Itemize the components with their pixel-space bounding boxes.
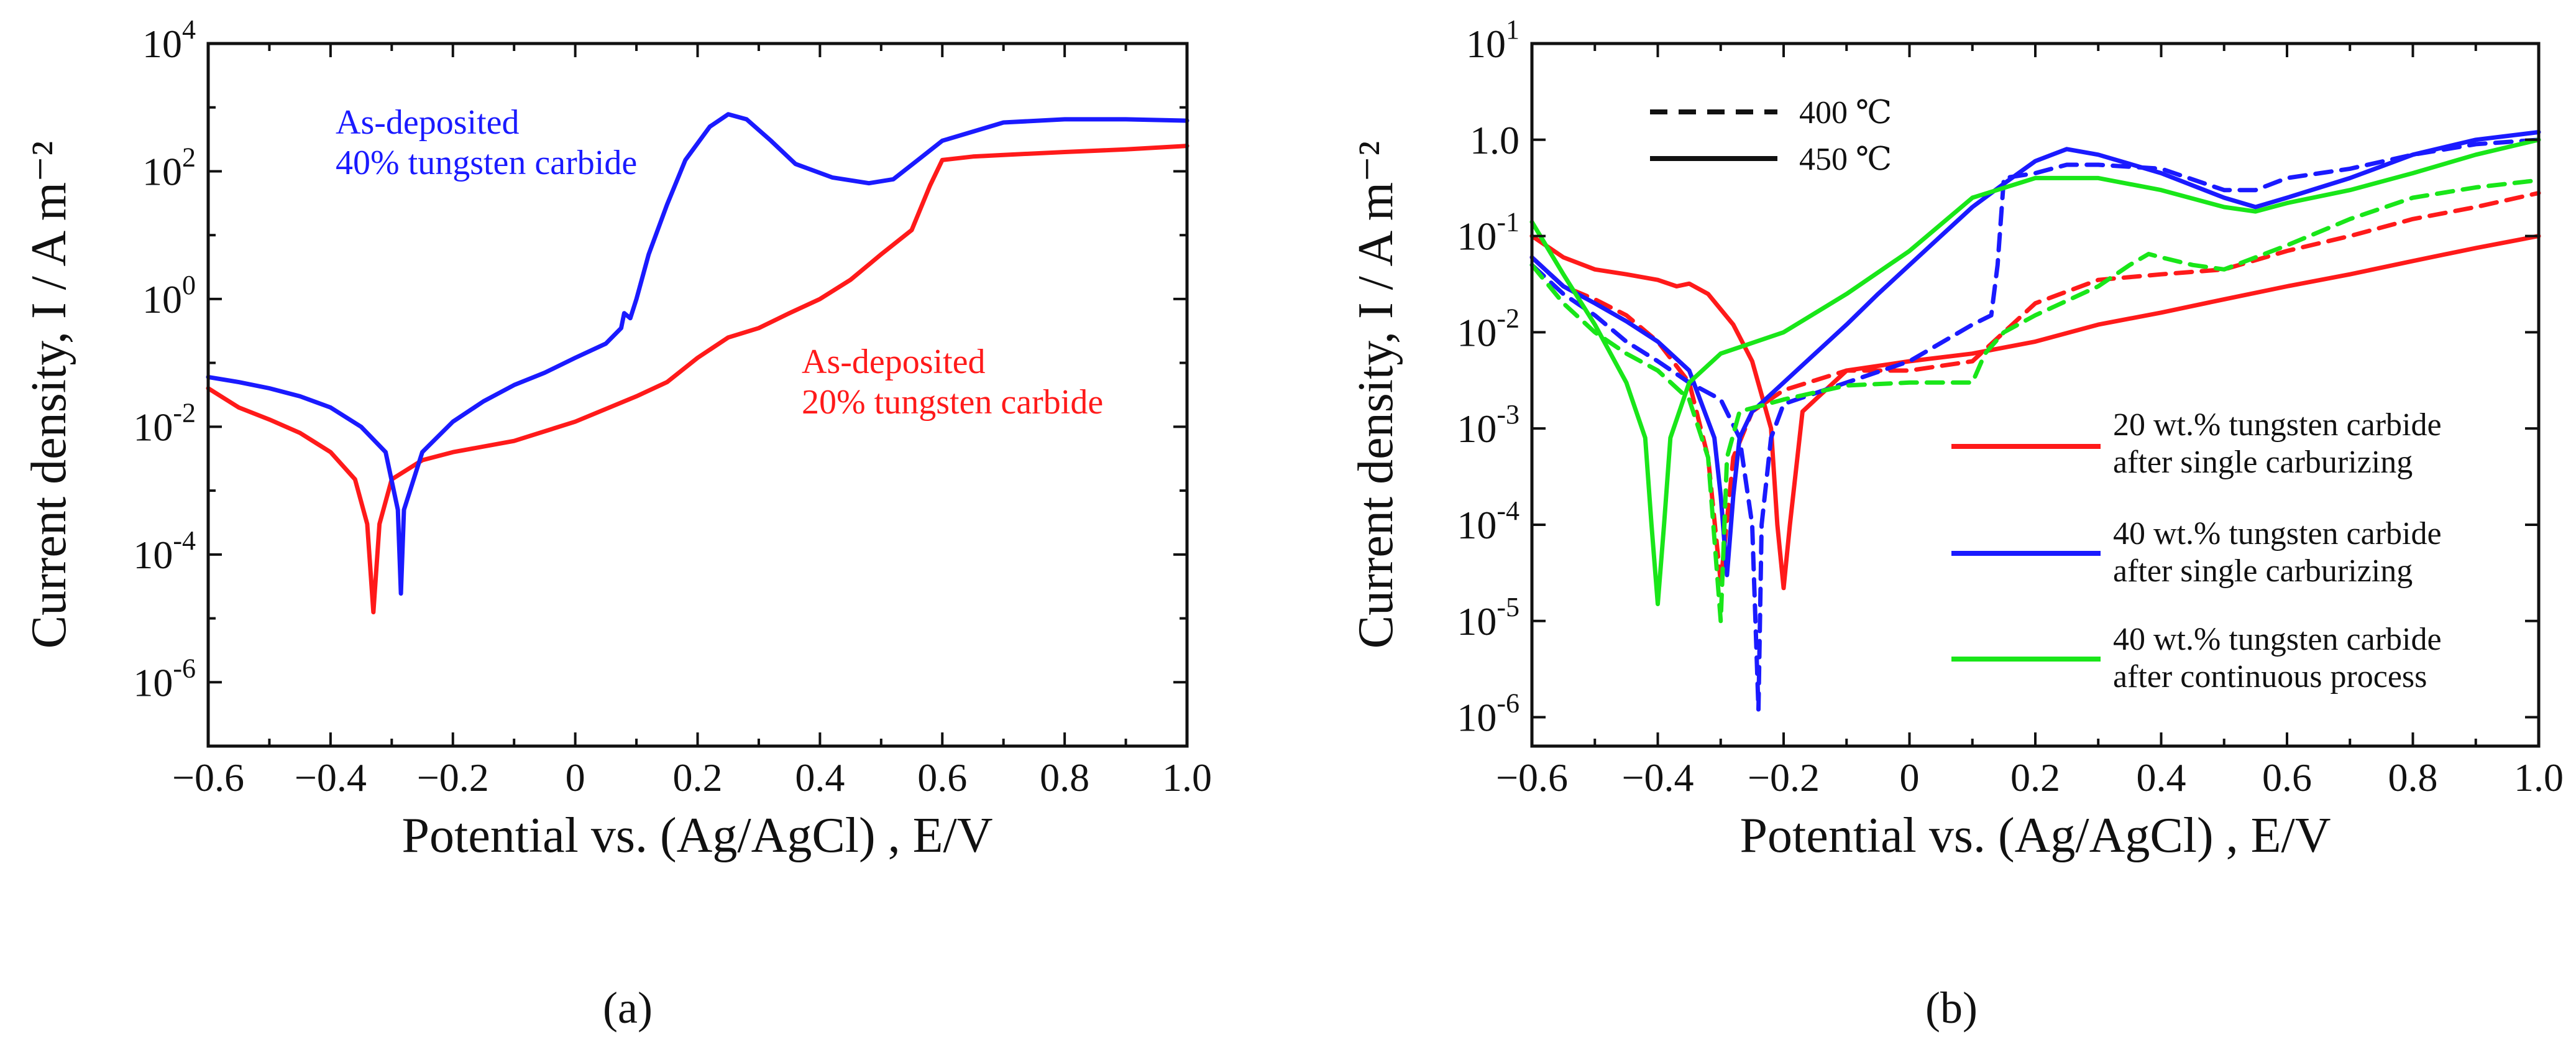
series-line: 40 wt.% tungsten carbide after single ca…	[1529, 137, 2541, 712]
y-tick-label: 10-6	[133, 653, 196, 704]
legend-entry-20wt-single: 20 wt.% tungsten carbide after single ca…	[2113, 407, 2450, 480]
legend-line: after single carburizing	[2113, 445, 2413, 480]
x-tick-label: 0.2	[2010, 755, 2060, 800]
annotation-line: 20% tungsten carbide	[802, 383, 1103, 422]
x-tick-label: −0.6	[172, 755, 244, 800]
y-tick-label: 10-2	[133, 397, 196, 449]
panel-b-y-axis-title: Current density, I / A m⁻²	[1349, 141, 1403, 649]
style-legend-label: 450 ℃	[1799, 142, 1892, 177]
x-tick-label: 0.6	[2262, 755, 2312, 800]
panel-a-series: As-deposited 20% tungsten carbideAs-depo…	[206, 112, 1189, 615]
panel-a-x-ticks: −0.6 −0.4 −0.2 0 0.2 0.4 0.6 0.8 1.0	[172, 44, 1212, 800]
x-tick-label: −0.6	[1496, 755, 1568, 800]
y-tick-label: 104	[142, 14, 196, 66]
y-tick-label: 102	[142, 142, 196, 193]
panel-a-label: (a)	[603, 983, 653, 1033]
panel-a-y-axis-title: Current density, I / A m⁻²	[22, 141, 76, 649]
x-tick-label: 0.2	[673, 755, 723, 800]
legend-line: 20 wt.% tungsten carbide	[2113, 407, 2442, 443]
x-tick-label: −0.2	[417, 755, 489, 800]
series-line: 40 wt.% tungsten carbide after continuou…	[1529, 178, 2541, 624]
legend-line: after single carburizing	[2113, 553, 2413, 589]
panel-b-series: 20 wt.% tungsten carbide after single ca…	[1529, 130, 2541, 712]
y-tick-label: 1.0	[1470, 118, 1519, 162]
y-tick-label: 10-2	[1457, 303, 1519, 354]
style-legend-label: 400 ℃	[1799, 95, 1892, 131]
panel-b: 20 wt.% tungsten carbide after single ca…	[1349, 14, 2564, 1033]
panel-a-annotation-20pct: As-deposited 20% tungsten carbide	[802, 343, 1103, 422]
x-tick-label: −0.2	[1748, 755, 1820, 800]
panel-b-x-ticks: −0.6 −0.4 −0.2 0 0.2 0.4 0.6 0.8 1.0	[1496, 44, 2564, 800]
panel-b-legend: 20 wt.% tungsten carbide after single ca…	[1951, 407, 2450, 694]
x-tick-label: 0.8	[2388, 755, 2438, 800]
legend-line: 40 wt.% tungsten carbide	[2113, 622, 2442, 657]
legend-entry-40wt-single: 40 wt.% tungsten carbide after single ca…	[2113, 516, 2450, 589]
x-tick-label: 0.4	[795, 755, 845, 800]
legend-entry-40wt-continuous: 40 wt.% tungsten carbide after continuou…	[2113, 622, 2450, 694]
x-tick-label: −0.4	[1621, 755, 1694, 800]
series-line: 40 wt.% tungsten carbide after single ca…	[1529, 130, 2541, 578]
series-line: 20 wt.% tungsten carbide after single ca…	[1529, 234, 2541, 591]
series-line: As-deposited 40% tungsten carbide	[206, 112, 1189, 596]
y-tick-label: 10-5	[1457, 592, 1519, 644]
series-line: As-deposited 20% tungsten carbide	[206, 144, 1189, 615]
panel-a-y-ticks: 104 102 100 10-2 10-4 10-6	[133, 14, 1187, 704]
annotation-line: As-deposited	[336, 103, 520, 142]
y-tick-label: 100	[142, 270, 196, 321]
annotation-line: As-deposited	[802, 343, 986, 381]
x-tick-label: −0.4	[295, 755, 367, 800]
x-tick-label: 0.8	[1040, 755, 1089, 800]
series-line: 40 wt.% tungsten carbide after continuou…	[1529, 137, 2541, 606]
y-tick-label: 10-4	[133, 525, 196, 577]
y-tick-label: 101	[1466, 14, 1519, 66]
x-tick-label: 1.0	[2514, 755, 2564, 800]
y-tick-label: 10-3	[1457, 399, 1519, 451]
annotation-line: 40% tungsten carbide	[336, 144, 637, 182]
x-tick-label: 1.0	[1162, 755, 1212, 800]
panel-a-annotation-40pct: As-deposited 40% tungsten carbide	[336, 103, 637, 182]
panel-a: As-deposited 20% tungsten carbideAs-depo…	[22, 14, 1212, 1033]
panel-a-x-axis-title: Potential vs. (Ag/AgCl) , E/V	[401, 808, 992, 863]
panel-b-y-ticks: 101 1.0 10-1 10-2 10-3 10-4 10-5 10-6	[1457, 14, 2539, 740]
panel-b-style-legend: 400 ℃ 450 ℃	[1650, 95, 1892, 177]
legend-line: 40 wt.% tungsten carbide	[2113, 516, 2442, 551]
legend-line: after continuous process	[2113, 659, 2427, 694]
panel-b-x-axis-title: Potential vs. (Ag/AgCl) , E/V	[1739, 808, 2331, 863]
y-tick-label: 10-6	[1457, 688, 1519, 740]
panel-b-label: (b)	[1925, 983, 1978, 1033]
x-tick-label: 0	[566, 755, 585, 800]
x-tick-label: 0.6	[917, 755, 967, 800]
x-tick-label: 0	[1900, 755, 1920, 800]
y-tick-label: 10-4	[1457, 496, 1519, 547]
x-tick-label: 0.4	[2137, 755, 2186, 800]
y-tick-label: 10-1	[1457, 207, 1519, 259]
